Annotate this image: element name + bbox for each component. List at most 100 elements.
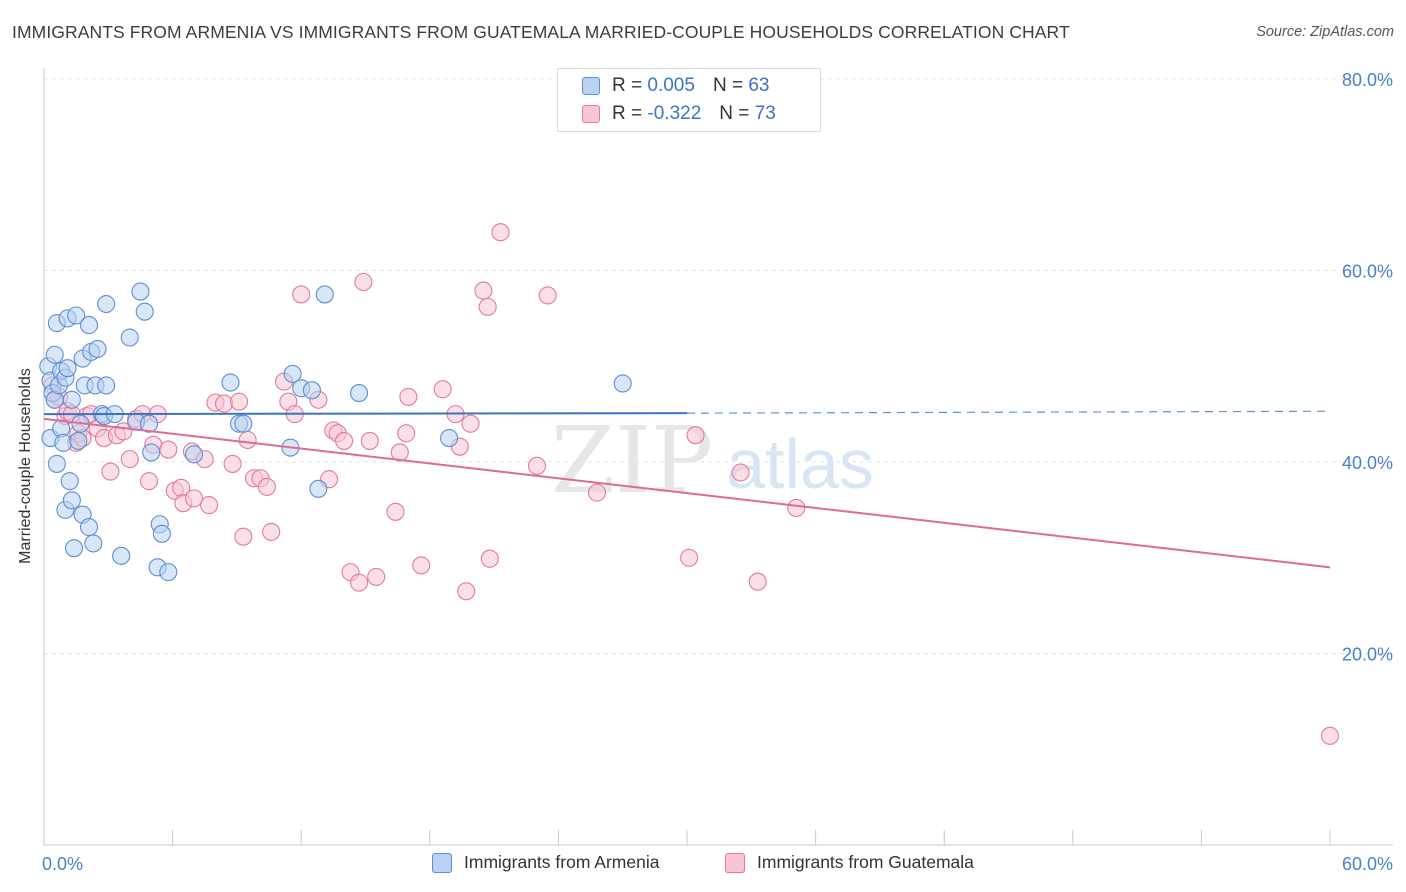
guatemala-point: [1320, 726, 1340, 745]
guatemala-point: [731, 463, 750, 482]
armenia-points: [39, 282, 632, 582]
guatemala-point: [159, 440, 178, 459]
guatemala-point: [491, 223, 510, 242]
guatemala-point: [238, 430, 257, 450]
armenia-point: [69, 431, 88, 450]
regression-lines: [43, 410, 1331, 569]
chart-source: Source: ZipAtlas.com: [1256, 24, 1394, 40]
legend-n-value-guatemala: 73: [754, 103, 776, 124]
x-tick-label-max: 60.0%: [1342, 854, 1393, 874]
armenia-point: [120, 328, 139, 347]
watermark-zip: ZIP: [551, 407, 713, 514]
armenia-point: [234, 414, 253, 433]
guatemala-point: [292, 285, 311, 304]
guatemala-point: [354, 272, 373, 292]
watermark-atlas: atlas: [726, 425, 874, 503]
x-tick-label-min: 0.0%: [42, 854, 83, 874]
legend-r-value-armenia: 0.005: [647, 75, 695, 96]
armenia-point: [79, 518, 99, 537]
armenia-point: [184, 445, 204, 464]
series-label-guatemala: Immigrants from Guatemala: [757, 852, 974, 872]
grid-lines: [44, 78, 1393, 654]
armenia-point: [62, 491, 81, 510]
guatemala-regression-line: [43, 417, 1331, 569]
armenia-point: [45, 345, 64, 364]
armenia-point: [79, 316, 99, 335]
guatemala-point: [680, 548, 699, 567]
tick-labels: 20.0% 40.0% 60.0% 80.0% 0.0% 60.0%: [42, 70, 1393, 874]
guatemala-point: [229, 392, 249, 411]
y-tick-label: 60.0%: [1342, 262, 1393, 282]
guatemala-point: [478, 297, 497, 316]
guatemala-point: [397, 424, 416, 443]
legend-n-label-guatemala: N =: [719, 103, 750, 124]
series-swatch-guatemala: [725, 852, 745, 873]
guatemala-point: [257, 477, 276, 496]
guatemala-point: [139, 472, 159, 491]
guatemala-point: [360, 431, 379, 450]
guatemala-point: [101, 462, 120, 481]
legend-row-armenia: R = 0.005 N = 63: [582, 73, 769, 99]
guatemala-point: [184, 489, 204, 508]
legend-row-guatemala: R = -0.322 N = 73: [582, 101, 776, 127]
legend-r-label-guatemala: R =: [612, 103, 643, 124]
armenia-point: [88, 339, 107, 359]
guatemala-point: [367, 567, 386, 586]
armenia-point: [309, 479, 328, 498]
guatemala-point: [199, 496, 219, 515]
guatemala-point: [433, 380, 452, 399]
guatemala-point: [335, 431, 354, 450]
guatemala-point: [686, 426, 705, 445]
armenia-point: [159, 563, 178, 582]
guatemala-points: [43, 223, 1340, 745]
guatemala-point: [350, 573, 369, 592]
series-label-armenia: Immigrants from Armenia: [464, 852, 660, 872]
y-tick-label: 20.0%: [1342, 645, 1393, 665]
guatemala-point: [412, 556, 431, 575]
armenia-point: [131, 282, 150, 301]
y-tick-label: 40.0%: [1342, 453, 1393, 473]
y-tick-label: 80.0%: [1342, 70, 1393, 90]
axes: [43, 68, 1393, 846]
legend-swatch-armenia: [582, 77, 600, 95]
guatemala-point: [234, 527, 253, 546]
armenia-point: [112, 546, 131, 565]
armenia-point: [350, 384, 369, 403]
guatemala-point: [262, 522, 281, 541]
series-swatch-armenia: [432, 852, 452, 873]
guatemala-point: [474, 281, 493, 300]
armenia-point: [440, 429, 459, 448]
watermark: ZIP atlas: [551, 407, 874, 514]
armenia-point: [97, 294, 116, 314]
guatemala-point: [480, 549, 499, 568]
legend-n-value-armenia: 63: [748, 75, 770, 96]
armenia-point: [283, 364, 302, 383]
correlation-legend: R = 0.005 N = 63 R = -0.322 N = 73: [557, 68, 821, 132]
series-legend: Immigrants from Armenia Immigrants from …: [0, 852, 1406, 878]
armenia-regression-extension: [686, 410, 1331, 414]
legend-r-value-guatemala: -0.322: [647, 103, 702, 124]
guatemala-point: [527, 456, 547, 475]
armenia-point: [54, 433, 73, 452]
armenia-point: [315, 285, 334, 304]
legend-swatch-guatemala: [582, 105, 600, 123]
series-legend-armenia: Immigrants from Armenia: [432, 852, 659, 873]
guatemala-point: [223, 454, 242, 473]
guatemala-point: [120, 450, 139, 469]
armenia-point: [613, 374, 632, 393]
armenia-point: [47, 454, 66, 473]
armenia-point: [84, 534, 103, 553]
guatemala-point: [748, 572, 767, 591]
series-legend-guatemala: Immigrants from Guatemala: [725, 852, 974, 873]
armenia-point: [139, 414, 159, 433]
armenia-point: [58, 359, 77, 378]
armenia-point: [62, 390, 81, 409]
guatemala-point: [457, 582, 476, 601]
armenia-point: [97, 376, 116, 395]
guatemala-point: [538, 286, 557, 305]
chart-title: IMMIGRANTS FROM ARMENIA VS IMMIGRANTS FR…: [12, 22, 1070, 42]
guatemala-point: [587, 483, 607, 502]
armenia-point: [221, 373, 240, 392]
armenia-point: [152, 524, 171, 543]
